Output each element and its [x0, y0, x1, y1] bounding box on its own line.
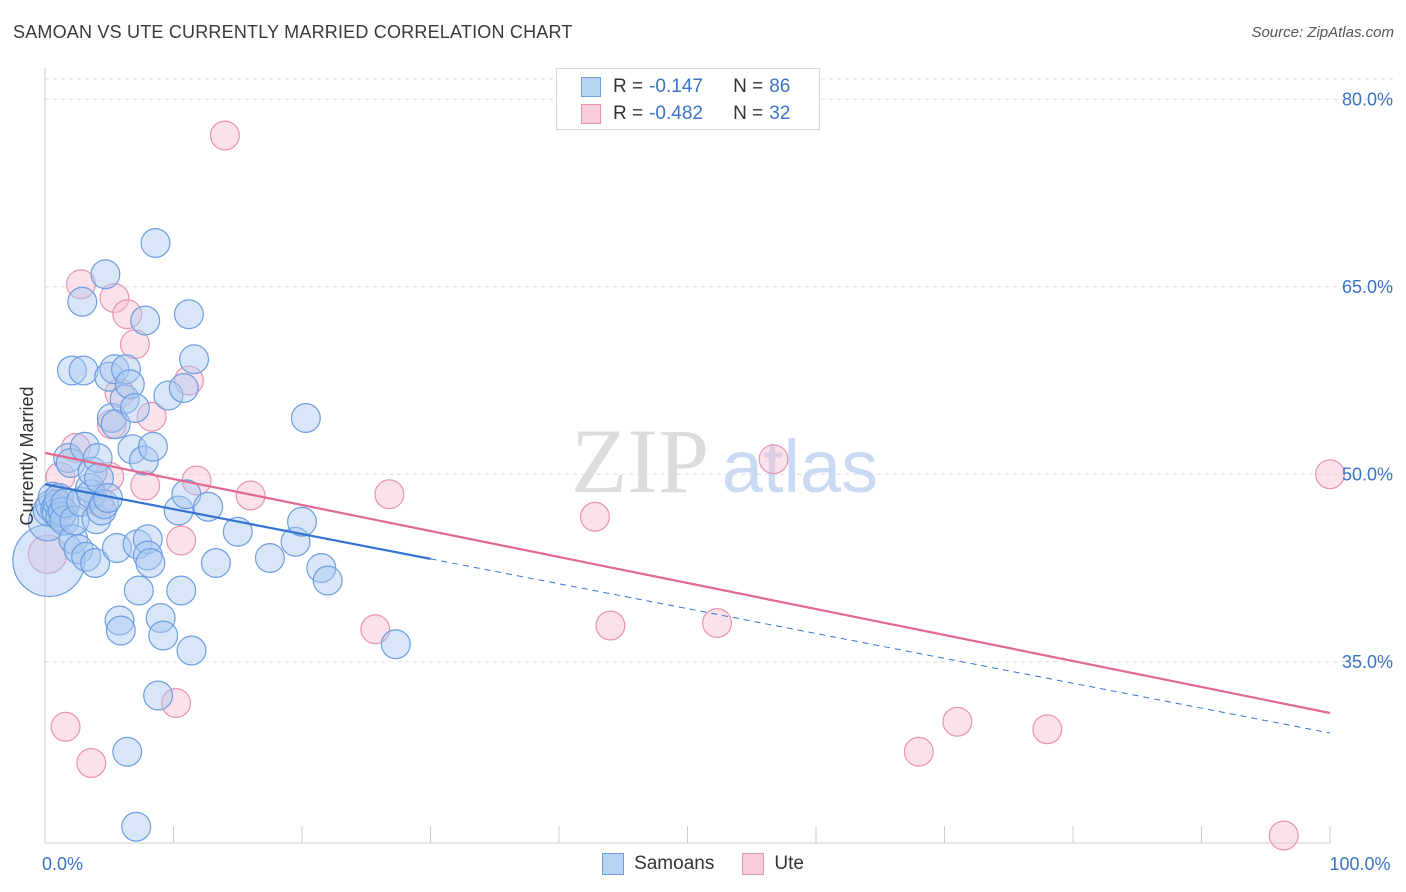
samoans-point-70	[200, 547, 231, 578]
ute-point-0	[27, 534, 68, 575]
samoans-legend-label: Samoans	[634, 853, 715, 874]
samoans-point-71	[222, 516, 253, 547]
watermark-atlas: atlas	[722, 425, 878, 508]
samoans-point-61	[153, 380, 184, 411]
samoans-point-37	[99, 354, 130, 385]
legend-row-samoans: R = -0.147 N = 86	[581, 75, 790, 99]
x-tick-label-0: 0.0%	[42, 854, 83, 874]
samoans-point-47	[119, 393, 150, 424]
samoans-point-52	[130, 305, 161, 336]
samoans-point-48	[121, 811, 152, 842]
x-tick-label-1: 100.0%	[1329, 854, 1390, 874]
chart-source: Source: ZipAtlas.com	[1251, 24, 1394, 41]
samoans-n-value: 86	[769, 76, 791, 97]
ute-point-5	[76, 747, 107, 778]
samoans-swatch	[581, 77, 601, 97]
samoans-point-53	[132, 524, 163, 555]
ute-point-25	[702, 607, 733, 638]
samoans-point-56	[137, 431, 168, 462]
ute-point-31	[1314, 459, 1345, 490]
ute-point-16	[166, 525, 197, 556]
samoans-point-55	[135, 547, 166, 578]
legend-row-ute: R = -0.482 N = 32	[581, 102, 790, 126]
samoans-point-60	[148, 620, 179, 651]
samoans-point-58	[143, 680, 174, 711]
ute-point-24	[595, 610, 626, 641]
samoans-trend-line	[44, 483, 431, 560]
y-axis-title: Currently Married	[17, 386, 37, 525]
ute-point-14	[136, 401, 167, 432]
ute-point-9	[99, 283, 130, 314]
ute-point-15	[161, 687, 192, 718]
series-legend-samoans: Samoans	[602, 853, 714, 875]
series-legend-ute: Ute	[742, 853, 804, 875]
samoans-point-78	[380, 629, 411, 660]
chart-title: SAMOAN VS UTE CURRENTLY MARRIED CORRELAT…	[13, 22, 573, 42]
ute-legend-swatch	[742, 853, 765, 875]
samoans-point-74	[287, 506, 318, 537]
ute-r-value: -0.482	[649, 103, 703, 124]
samoans-point-27	[80, 547, 111, 578]
samoans-point-39	[101, 532, 132, 563]
samoans-legend-swatch	[602, 853, 625, 875]
samoans-point-21	[68, 355, 99, 386]
samoans-point-77	[312, 565, 343, 596]
ute-trend-line	[44, 451, 1331, 715]
y-tick-label-1: 50.0%	[1342, 464, 1393, 484]
samoans-point-34	[92, 483, 123, 514]
samoans-point-15	[56, 355, 87, 386]
samoans-point-64	[168, 373, 199, 404]
correlation-legend: R = -0.147 N = 86 R = -0.482 N = 32	[556, 68, 820, 130]
ute-n-value: 32	[769, 103, 791, 124]
y-tick-label-2: 65.0%	[1342, 277, 1393, 297]
samoans-point-45	[114, 369, 145, 400]
watermark-zip: ZIP	[571, 410, 709, 512]
samoans-point-20	[67, 286, 98, 317]
ute-point-23	[579, 501, 610, 532]
samoans-trend-extension	[430, 558, 1331, 734]
y-tick-label-3: 80.0%	[1342, 89, 1393, 109]
ute-point-28	[942, 706, 973, 737]
ute-legend-label: Ute	[774, 853, 804, 874]
samoans-point-50	[123, 575, 154, 606]
ute-point-27	[903, 736, 934, 767]
ute-point-22	[374, 479, 405, 510]
ute-swatch	[581, 104, 601, 124]
samoans-r-label: R =	[613, 76, 644, 97]
ute-point-21	[360, 614, 391, 645]
ute-point-11	[112, 299, 143, 330]
samoans-point-68	[179, 344, 210, 375]
samoans-point-40	[104, 605, 135, 636]
samoans-point-66	[173, 299, 204, 330]
samoans-point-23	[71, 541, 102, 572]
samoans-point-43	[110, 354, 141, 385]
ute-point-10	[104, 378, 135, 409]
samoans-point-57	[140, 228, 171, 259]
ute-r-label: R =	[613, 103, 644, 124]
samoans-point-41	[105, 615, 136, 646]
samoans-r-value: -0.147	[649, 76, 703, 97]
y-tick-label-0: 35.0%	[1342, 652, 1393, 672]
ute-point-30	[1268, 820, 1299, 851]
samoans-point-44	[112, 736, 143, 767]
series-legend: Samoans Ute	[0, 852, 1406, 876]
ute-point-26	[758, 444, 789, 475]
samoans-point-63	[166, 575, 197, 606]
samoans-point-72	[254, 542, 285, 573]
samoans-n-label: N =	[733, 76, 764, 97]
samoans-point-75	[290, 403, 321, 434]
ute-point-13	[130, 470, 161, 501]
samoans-point-67	[176, 635, 207, 666]
ute-point-2	[50, 711, 81, 742]
samoans-point-33	[90, 259, 121, 290]
ute-point-29	[1032, 714, 1063, 745]
ute-point-19	[209, 120, 240, 151]
ute-n-label: N =	[733, 103, 764, 124]
